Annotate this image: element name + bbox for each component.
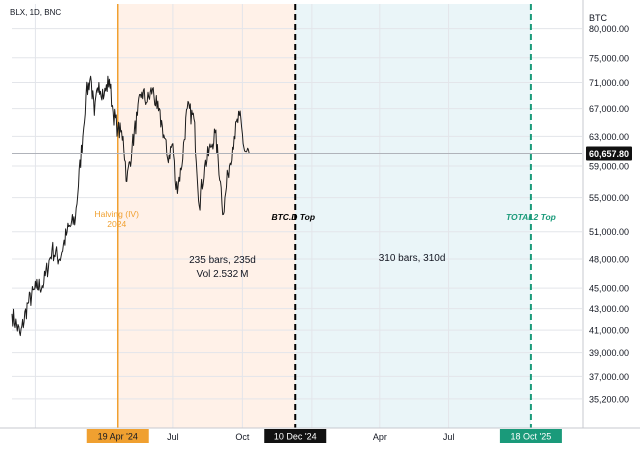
time-tick-label: Oct [235,432,250,442]
currency-label[interactable]: BTC [589,13,607,23]
annotation-labels: Halving (IV)2024 BTC.D Top TOTAL2 Top 235 b… [95,209,556,280]
range-1-volume-label: Vol 2.532 M [196,269,248,280]
time-tick-label: Jul [167,432,179,442]
halving-label: Halving (IV) [95,209,140,219]
halving-date-badge: 19 Apr '24 [86,429,149,443]
btcd-top-date-badge-text: 10 Dec '24 [274,432,317,442]
range-1-bars-label: 235 bars, 235d [189,255,256,266]
price-tick-label: 67,000.00 [589,104,629,114]
date-range-highlights [117,4,531,428]
last-price-value: 60,657.80 [589,149,629,159]
price-tick-label: 75,000.00 [589,53,629,63]
price-tick-label: 39,000.00 [589,348,629,358]
total2-top-date-badge-bg [499,429,562,443]
price-tick-label: 41,000.00 [589,326,629,336]
price-line [11,75,250,337]
halving-year: 2024 [107,219,126,229]
range-1-highlight [117,4,296,428]
btcd-top-label: BTC.D Top [271,212,315,222]
chart-axes: 80,000.00 75,000.00 71,000.00 67,000.00 63,0… [0,0,640,443]
range-2-bars-label: 310 bars, 310d [379,253,446,264]
chart-gridlines [12,4,582,428]
price-tick-label: 35,200.00 [589,394,629,404]
price-tick-label: 59,000.00 [589,161,629,171]
price-tick-label: 55,000.00 [589,193,629,203]
symbol-title: BLX, 1D, BNC [10,8,62,17]
time-tick-label: Jul [443,432,455,442]
time-tick-label: Apr [373,432,387,442]
last-price-badge-bg [586,146,632,161]
price-tick-label: 51,000.00 [589,227,629,237]
price-tick-label: 80,000.00 [589,24,629,34]
btcd-top-date-badge: 10 Dec '24 [264,429,327,443]
total2-top-date-badge-text: 18 Oct '25 [511,432,552,442]
halving-date-badge-text: 19 Apr '24 [98,432,138,442]
halving-date-badge-bg [86,429,149,443]
btcd-top-date-badge-bg [264,429,327,443]
last-price-badge: 60,657.80 [586,146,632,161]
price-tick-label: 37,000.00 [589,372,629,382]
total2-top-date-badge: 18 Oct '25 [499,429,562,443]
price-tick-label: 48,000.00 [589,255,629,265]
price-series [11,75,582,337]
price-tick-label: 45,000.00 [589,284,629,294]
price-tick-label: 71,000.00 [589,78,629,88]
total2-top-label: TOTAL2 Top [506,212,556,222]
event-vertical-lines [116,4,532,428]
range-2-highlight [295,4,531,428]
price-tick-label: 63,000.00 [589,132,629,142]
price-tick-label: 43,000.00 [589,304,629,314]
